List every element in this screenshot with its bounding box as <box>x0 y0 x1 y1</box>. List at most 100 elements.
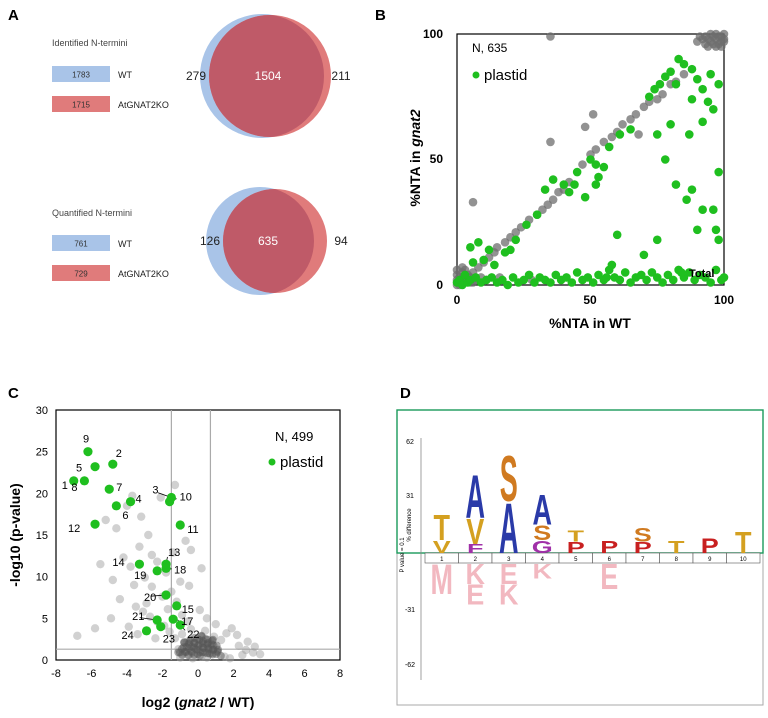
volcano-point <box>184 581 194 591</box>
venn-quantified-title: Quantified N-termini <box>52 208 132 218</box>
scatter-point-plastid <box>666 67 675 76</box>
volcano-point <box>177 610 187 620</box>
volcano-plastid-point <box>90 519 100 529</box>
panel-letter-d: D <box>400 385 411 402</box>
legend-ko-count: 1715 <box>72 101 90 110</box>
volcano-point-label: 17 <box>181 616 193 628</box>
chart-c-plastid-points <box>69 447 185 636</box>
scatter-point-plastid <box>466 243 475 252</box>
chart-c-yticks: 0 5 10 15 20 25 30 <box>36 405 48 667</box>
scatter-point-plastid <box>468 258 478 267</box>
volcano-plastid-point <box>108 459 118 469</box>
scatter-point-all <box>546 137 555 147</box>
chart-d: 62 31 -31 -62 P value = 0.1 % difference… <box>396 409 764 706</box>
volcano-point <box>138 607 148 616</box>
chart-c-ytick: 0 <box>42 655 48 667</box>
scatter-point-all <box>701 39 710 49</box>
venn-overlap <box>209 15 324 137</box>
volcano-point-label: 7 <box>116 482 122 494</box>
scatter-point-plastid <box>703 97 713 107</box>
chart-b-ytick-0: 0 <box>436 278 443 292</box>
scatter-point-all <box>711 42 721 51</box>
scatter-point-plastid <box>570 180 579 189</box>
logo-position-number: 7 <box>641 557 645 563</box>
volcano-point-label: 14 <box>112 557 124 569</box>
volcano-point <box>152 557 162 566</box>
chart-c-xtick: 8 <box>337 668 343 680</box>
volcano-point <box>142 599 151 608</box>
volcano-point <box>106 614 116 623</box>
scatter-point-plastid <box>706 69 715 79</box>
chart-c-xtick: 4 <box>266 668 272 680</box>
volcano-point-label: 19 <box>134 570 146 582</box>
venn-identified: Identified N-termini 1783 WT 1715 AtGNAT… <box>52 14 351 138</box>
scatter-point-plastid <box>671 180 681 189</box>
scatter-point-all <box>695 32 705 41</box>
scatter-point-plastid <box>714 167 723 177</box>
scatter-point-plastid <box>639 250 649 260</box>
volcano-point <box>131 602 141 611</box>
scatter-point-plastid <box>522 220 531 230</box>
volcano-point <box>108 575 118 585</box>
logo-letter-enriched: S <box>634 525 652 547</box>
volcano-plastid-point <box>165 497 175 507</box>
volcano-point <box>195 605 204 615</box>
volcano-point <box>176 577 185 586</box>
venn-overlap-count-2: 635 <box>258 234 278 248</box>
scatter-point-plastid <box>693 225 702 235</box>
volcano-point <box>186 545 196 555</box>
volcano-plastid-point <box>141 626 152 636</box>
logo-position-number: 8 <box>675 557 679 563</box>
chart-c-ytick: 20 <box>36 488 48 500</box>
volcano-point <box>112 524 121 533</box>
legend-wt-box <box>52 66 110 82</box>
chart-d-ylabel-diff: % difference <box>407 508 413 542</box>
logo-letter-depleted: M <box>431 555 453 604</box>
logo-position-number: 2 <box>474 557 478 563</box>
scatter-point-plastid <box>687 64 697 74</box>
scatter-point-plastid <box>532 210 542 220</box>
scatter-point-plastid <box>666 120 675 129</box>
logo-letter-enriched: P <box>600 537 618 557</box>
volcano-point <box>135 542 144 551</box>
volcano-point <box>222 629 231 638</box>
scatter-point-plastid <box>604 142 614 152</box>
scatter-point-plastid <box>615 130 625 139</box>
volcano-point <box>140 573 149 582</box>
volcano-plastid-point <box>79 476 89 486</box>
volcano-plastid-point <box>172 601 182 611</box>
scatter-point-all <box>588 110 598 119</box>
volcano-point-label: 5 <box>76 463 82 475</box>
logo-position-number: 4 <box>541 557 545 563</box>
logo-letter-enriched: P <box>701 534 719 558</box>
scatter-point-plastid <box>607 260 617 270</box>
scatter-point-plastid <box>711 265 721 275</box>
volcano-point <box>216 635 226 645</box>
legend-wt-label: WT <box>118 70 132 80</box>
scatter-point-plastid <box>567 278 577 287</box>
scatter-point-plastid <box>674 54 683 64</box>
volcano-point <box>234 641 244 651</box>
volcano-point <box>177 629 187 639</box>
volcano-point <box>119 553 128 562</box>
logo-position-number: 1 <box>440 557 444 563</box>
volcano-point <box>133 629 142 639</box>
logo-position-number: 3 <box>507 557 511 563</box>
volcano-point <box>197 631 206 640</box>
volcano-point <box>156 493 165 502</box>
scatter-point-plastid <box>709 105 718 114</box>
scatter-point-plastid <box>652 130 662 139</box>
volcano-point-label: 12 <box>68 523 80 535</box>
scatter-point-plastid <box>594 172 603 182</box>
volcano-point-label: 10 <box>180 492 192 504</box>
volcano-point-label: 20 <box>144 592 156 604</box>
scatter-point-plastid <box>682 195 691 204</box>
chart-c-xlabel-prefix: log2 ( <box>142 694 180 710</box>
scatter-point-plastid <box>668 275 678 285</box>
volcano-point-label: 8 <box>71 482 77 494</box>
chart-c-xtick: -4 <box>122 668 132 680</box>
scatter-point-plastid <box>612 230 622 240</box>
scatter-point-plastid <box>474 238 483 247</box>
logo-letter-enriched: V <box>466 511 484 552</box>
scatter-point-all <box>658 89 667 99</box>
